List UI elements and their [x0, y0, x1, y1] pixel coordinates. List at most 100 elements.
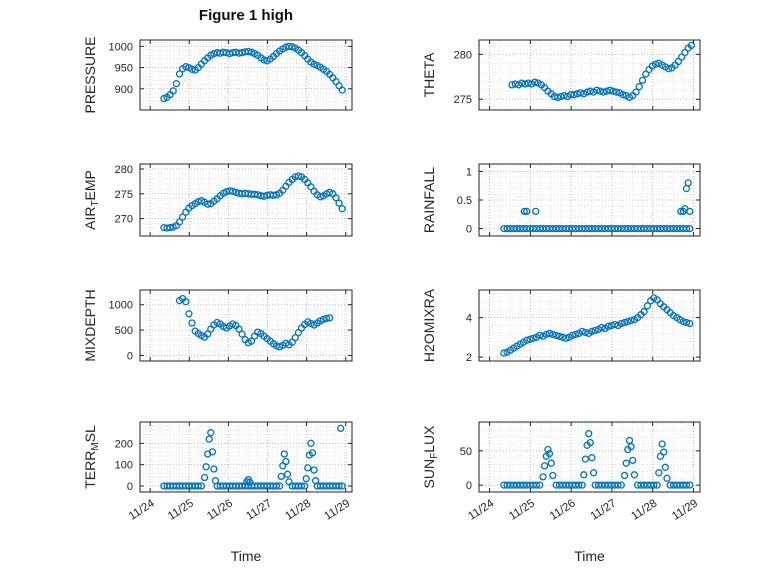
data-point: [211, 477, 220, 485]
data-point: [275, 482, 284, 490]
subplot-mixdepth: 0 500 1000 MIXDEPTH: [82, 289, 353, 362]
data-point: [588, 454, 596, 462]
data-point: [175, 218, 184, 226]
x-tick-label: 11/27: [589, 497, 619, 522]
y-tick-label: 950: [115, 63, 133, 75]
data-point: [570, 91, 578, 99]
data-point: [619, 91, 627, 99]
data-point: [684, 179, 692, 187]
y-tick-label: 1: [466, 166, 472, 178]
data-point: [567, 91, 575, 99]
y-tick-label: 4: [466, 313, 472, 325]
data-point: [575, 481, 583, 489]
tick-marks: [479, 422, 700, 492]
data-point: [529, 334, 537, 342]
data-point: [627, 316, 635, 325]
tick-marks: [479, 290, 700, 361]
data-point: [620, 318, 629, 327]
axes-box: [478, 39, 701, 111]
y-tick-label: 270: [115, 214, 133, 226]
data-point: [614, 481, 622, 489]
tick-marks: [140, 422, 352, 492]
grid-major: [479, 40, 700, 110]
data-point: [686, 481, 694, 489]
data-point: [202, 463, 210, 471]
data-point: [316, 193, 324, 201]
data-point: [235, 325, 243, 333]
y-tick-label: 280: [454, 49, 472, 61]
data-point: [229, 187, 237, 195]
data-point: [277, 472, 285, 481]
grid-major: [140, 422, 352, 492]
data-point: [664, 65, 673, 73]
data-point: [166, 223, 174, 232]
data-point: [555, 332, 563, 340]
data-point: [272, 482, 281, 490]
data-point: [524, 79, 532, 87]
data-point: [291, 334, 299, 342]
data-point: [629, 456, 637, 465]
x-tick-label: 11/26: [205, 497, 235, 522]
tick-marks: [140, 290, 352, 361]
data-point: [205, 435, 213, 443]
y-axis-label-pressure: PRESSURE: [82, 36, 98, 113]
data-point: [338, 482, 346, 490]
data-point: [207, 429, 215, 437]
data-point: [627, 443, 635, 451]
data-point: [632, 88, 640, 96]
data-point: [682, 224, 691, 233]
x-tick-label: 11/24: [466, 497, 496, 523]
data-point: [554, 93, 562, 102]
data-series: [500, 179, 694, 233]
data-point: [544, 445, 552, 454]
data-point: [301, 482, 309, 490]
data-point: [326, 314, 334, 322]
y-tick-label: 1000: [109, 41, 133, 53]
data-point: [285, 478, 293, 486]
data-point: [635, 83, 643, 91]
data-series: [508, 41, 696, 102]
data-point: [599, 88, 608, 96]
grid-major: [479, 422, 700, 492]
data-point: [188, 319, 196, 327]
data-point: [617, 481, 625, 489]
data-point: [539, 473, 547, 481]
data-point: [338, 205, 346, 213]
data-point: [650, 481, 658, 489]
y-tick-labels: 0 100 200: [115, 438, 133, 493]
data-point: [606, 86, 614, 94]
subplot-air-temp: 270 275 280 AIRTEMP: [82, 163, 353, 237]
y-tick-label: 280: [115, 164, 133, 176]
data-point: [643, 302, 652, 310]
y-tick-label: 0: [127, 481, 133, 493]
axes-box: [139, 289, 353, 362]
plot-area: [140, 40, 352, 110]
subplot-pressure: 900 950 1000 PRESSURE: [82, 36, 353, 114]
data-point: [526, 335, 534, 343]
y-axis-label-air-temp: AIRTEMP: [82, 170, 101, 230]
y-tick-label: 2: [466, 352, 472, 364]
data-point: [294, 172, 303, 180]
data-point: [178, 213, 187, 221]
data-point: [591, 326, 599, 335]
data-point: [332, 194, 340, 202]
y-tick-label: 500: [115, 325, 133, 337]
data-point: [687, 41, 696, 50]
grid-major: [140, 164, 352, 236]
data-point: [547, 459, 555, 467]
data-point: [175, 70, 184, 78]
subplot-theta: 275 280 THETA: [421, 39, 701, 111]
data-point: [283, 470, 292, 478]
x-tick-label: 11/29: [670, 497, 700, 522]
data-point: [182, 63, 190, 71]
data-point: [571, 330, 580, 339]
x-tick-label: 11/25: [166, 497, 196, 522]
data-point: [617, 319, 625, 328]
data-point: [185, 310, 193, 318]
data-point: [246, 478, 254, 486]
y-axis-label-sun-flux: SUNFLUX: [421, 425, 440, 489]
data-point: [311, 477, 320, 485]
data-point: [247, 337, 256, 345]
data-series: [500, 294, 694, 357]
x-tick-labels: 11/24 11/25 11/26 11/27 11/28 11/29: [127, 497, 353, 523]
